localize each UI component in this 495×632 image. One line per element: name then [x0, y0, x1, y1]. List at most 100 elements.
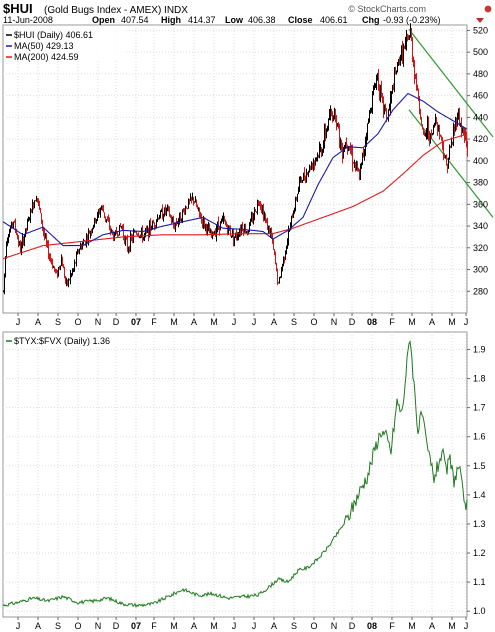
x-tick-label: J [252, 317, 257, 327]
y-tick-label: 1.4 [473, 490, 486, 500]
y-tick-label: 320 [473, 243, 488, 253]
x-tick-label: M [448, 317, 456, 327]
x-tick-label: S [291, 621, 297, 631]
trend-line [408, 28, 494, 138]
x-tick-label: 07 [131, 317, 141, 327]
tyx-fvx-panel: 1.0 1.1 1.2 1.3 1.4 1.5 1.6 1.7 1.8 1.9 J A S O N D 07 F… [2, 331, 486, 631]
x-tick-label: M [170, 621, 178, 631]
x-tick-label: S [55, 621, 61, 631]
x-tick-label: M [210, 317, 218, 327]
hui-x-axis: J A S O N D 07 F M A M J J A S O N D 08 F M A M J [16, 313, 469, 327]
down-arrow-icon [476, 18, 484, 23]
tyx-fvx-x-axis: J A S O N D 07 F M A M J J A S O N D 08 F M A M J [16, 617, 469, 631]
tyx-fvx-gridlines [3, 332, 467, 617]
x-tick-label: O [310, 621, 317, 631]
x-tick-label: M [408, 621, 416, 631]
hui-series [2, 23, 468, 295]
ma200-line [2, 133, 468, 260]
x-tick-label: J [252, 621, 257, 631]
x-tick-label: F [389, 621, 395, 631]
tyx-fvx-panel-frame [2, 331, 468, 618]
x-tick-label: 07 [131, 621, 141, 631]
ma50-line [2, 92, 468, 247]
y-tick-label: 380 [473, 178, 488, 188]
y-tick-label: 360 [473, 199, 488, 209]
x-tick-label: N [331, 621, 338, 631]
x-tick-label: J [16, 621, 21, 631]
x-tick-label: A [429, 317, 435, 327]
y-tick-label: 1.1 [473, 577, 486, 587]
y-tick-label: 1.3 [473, 519, 486, 529]
x-tick-label: J [232, 621, 237, 631]
x-tick-label: A [271, 317, 277, 327]
x-tick-label: M [448, 621, 456, 631]
x-tick-label: O [74, 317, 81, 327]
x-tick-label: A [191, 621, 197, 631]
x-tick-label: N [95, 317, 102, 327]
x-tick-label: J [464, 621, 469, 631]
y-tick-label: 480 [473, 69, 488, 79]
stockcharts-logo-icon [484, 5, 492, 13]
hui-legend: $HUI (Daily) 406.61 MA(50) 429.13 MA(200… [6, 27, 124, 62]
watermark: © StockCharts.com [348, 4, 426, 14]
x-tick-label: 08 [367, 317, 377, 327]
x-tick-label: D [349, 621, 356, 631]
hui-panel-frame [2, 24, 468, 314]
open-label: Open [92, 15, 115, 25]
x-tick-label: 08 [367, 621, 377, 631]
y-tick-label: 300 [473, 265, 488, 275]
hui-y-axis: 280 300 320 340 360 380 400 420 440 460 480 500 520 [467, 25, 488, 296]
x-tick-label: D [113, 621, 120, 631]
y-tick-label: 520 [473, 25, 488, 35]
high-value: 414.37 [188, 15, 216, 25]
close-label: Close [288, 15, 313, 25]
x-tick-label: F [151, 317, 157, 327]
x-tick-label: A [271, 621, 277, 631]
y-tick-label: 1.9 [473, 344, 486, 354]
tyx-fvx-series [2, 339, 468, 609]
x-tick-label: D [113, 317, 120, 327]
y-tick-label: 1.6 [473, 432, 486, 442]
legend-hui: $HUI (Daily) 406.61 [14, 30, 93, 40]
y-tick-label: 1.7 [473, 403, 486, 413]
x-tick-label: J [464, 317, 469, 327]
x-tick-label: N [331, 317, 338, 327]
y-tick-label: 280 [473, 286, 488, 296]
x-tick-label: M [408, 317, 416, 327]
legend-ma200: MA(200) 424.59 [14, 52, 79, 62]
x-tick-label: J [16, 317, 21, 327]
y-tick-label: 420 [473, 134, 488, 144]
tyx-fvx-line [2, 339, 468, 609]
open-value: 407.54 [121, 15, 149, 25]
legend-tyx-fvx: $TYX:$FVX (Daily) 1.36 [14, 336, 110, 346]
x-tick-label: S [291, 317, 297, 327]
chart-title: $HUI [3, 1, 33, 16]
y-tick-label: 400 [473, 156, 488, 166]
y-tick-label: 460 [473, 91, 488, 101]
x-tick-label: F [151, 621, 157, 631]
x-tick-label: J [232, 317, 237, 327]
y-tick-label: 340 [473, 221, 488, 231]
x-tick-label: O [74, 621, 81, 631]
x-tick-label: M [170, 317, 178, 327]
low-value: 406.38 [248, 15, 276, 25]
tyx-fvx-y-axis: 1.0 1.1 1.2 1.3 1.4 1.5 1.6 1.7 1.8 1.9 [467, 344, 486, 616]
y-tick-label: 500 [473, 47, 488, 57]
y-tick-label: 1.2 [473, 548, 486, 558]
x-tick-label: D [349, 317, 356, 327]
x-tick-label: A [429, 621, 435, 631]
x-tick-label: M [210, 621, 218, 631]
x-tick-label: N [95, 621, 102, 631]
tyx-fvx-legend: $TYX:$FVX (Daily) 1.36 [6, 334, 126, 347]
x-tick-label: A [191, 317, 197, 327]
x-tick-label: A [35, 317, 41, 327]
chg-label: Chg [362, 15, 380, 25]
y-tick-label: 1.0 [473, 606, 486, 616]
hui-panel: 280300320340360380400420440460480500520 … [2, 1, 494, 327]
x-tick-label: F [389, 317, 395, 327]
low-label: Low [225, 15, 244, 25]
y-tick-label: 440 [473, 112, 488, 122]
legend-ma50: MA(50) 429.13 [14, 41, 74, 51]
